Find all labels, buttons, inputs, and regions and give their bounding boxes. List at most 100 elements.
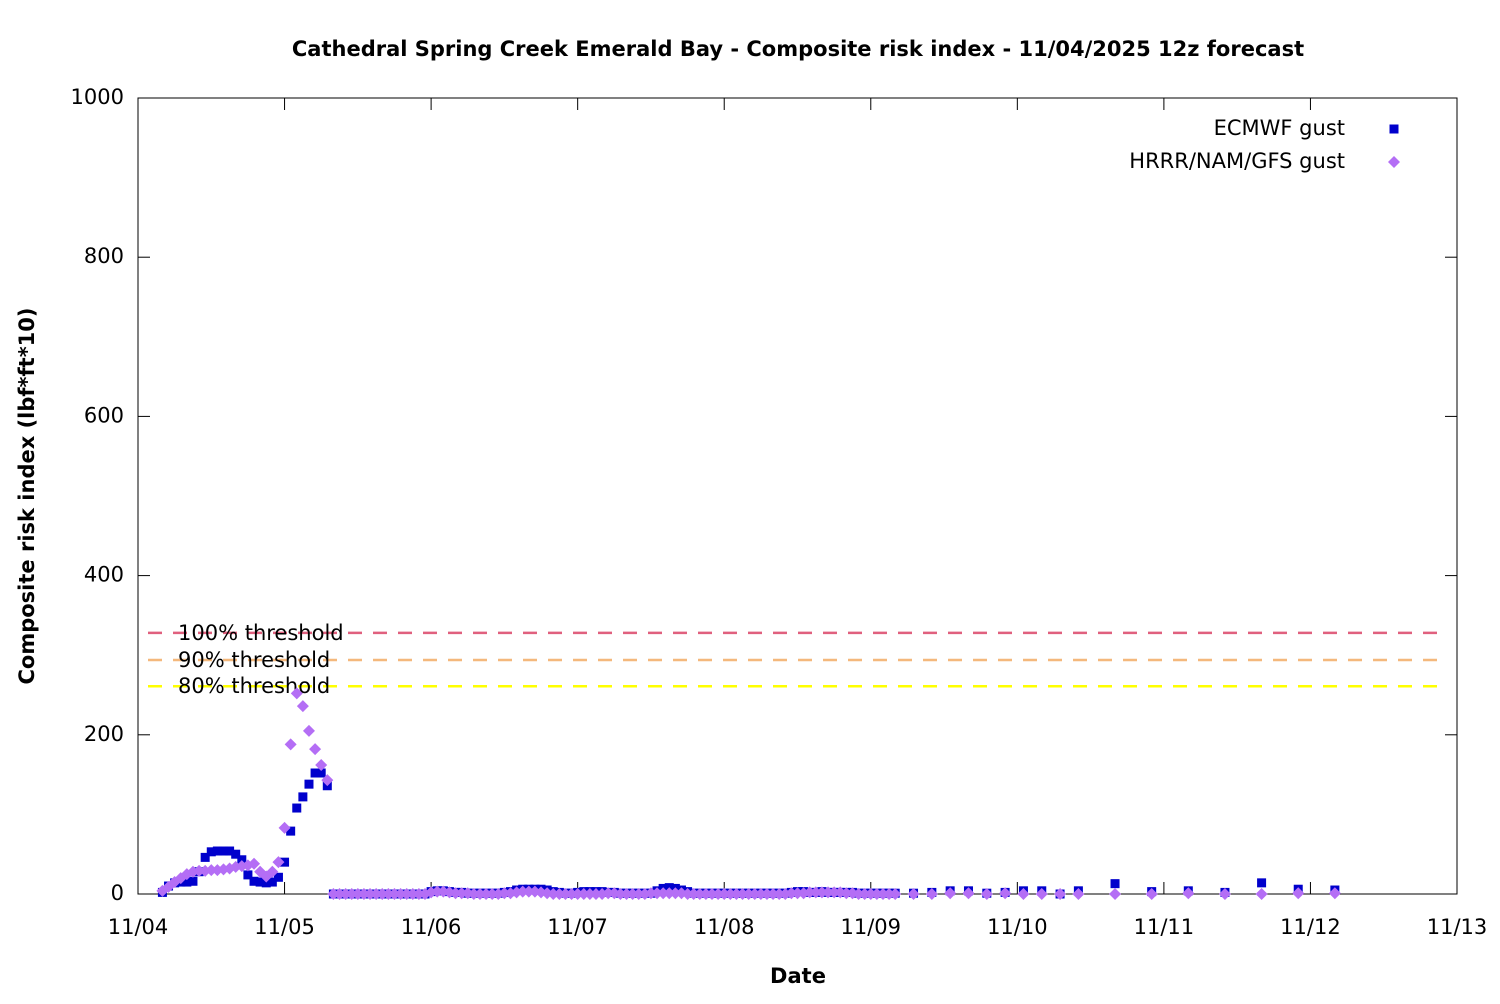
data-point xyxy=(553,888,566,900)
data-point xyxy=(669,887,682,900)
data-point xyxy=(516,885,529,898)
data-point xyxy=(212,846,222,856)
threshold-label: 90% threshold xyxy=(178,648,330,672)
data-point xyxy=(193,864,206,877)
data-point xyxy=(480,888,493,900)
data-point xyxy=(370,888,383,900)
data-point xyxy=(1110,879,1120,889)
data-point xyxy=(206,847,216,857)
data-point xyxy=(809,886,822,899)
data-point xyxy=(304,779,314,789)
x-tick-label: 11/05 xyxy=(254,915,315,939)
data-point xyxy=(577,888,590,900)
threshold-label: 100% threshold xyxy=(178,621,344,645)
data-point xyxy=(925,888,938,900)
data-point xyxy=(1257,878,1267,888)
y-tick-label: 200 xyxy=(84,722,124,746)
data-point xyxy=(1017,888,1030,900)
x-tick-label: 11/12 xyxy=(1280,915,1341,939)
chart-title: Cathedral Spring Creek Emerald Bay - Com… xyxy=(292,37,1304,61)
data-point xyxy=(883,888,896,900)
data-point xyxy=(364,888,377,900)
data-point xyxy=(730,888,743,900)
legend-label: ECMWF gust xyxy=(1214,116,1345,140)
data-point xyxy=(376,888,389,900)
data-point xyxy=(1035,888,1048,900)
data-point xyxy=(651,887,664,900)
data-point xyxy=(852,888,865,900)
data-point xyxy=(632,888,645,900)
data-point xyxy=(1145,888,1158,900)
data-point xyxy=(296,700,309,713)
data-point xyxy=(248,857,261,870)
data-point xyxy=(400,888,413,900)
data-point xyxy=(870,888,883,900)
data-point xyxy=(614,888,627,900)
data-point xyxy=(699,888,712,900)
data-point xyxy=(803,886,816,899)
data-point xyxy=(785,887,798,900)
data-point xyxy=(327,888,340,900)
data-point xyxy=(200,852,210,862)
x-tick-label: 11/08 xyxy=(694,915,755,939)
legend-marker xyxy=(1388,156,1400,168)
data-point xyxy=(1255,888,1268,900)
data-point xyxy=(1182,887,1195,900)
data-point xyxy=(309,743,322,756)
data-point xyxy=(255,877,265,887)
data-point xyxy=(815,886,828,899)
data-point xyxy=(473,888,486,900)
x-tick-label: 11/13 xyxy=(1427,915,1488,939)
data-point xyxy=(840,887,853,900)
data-point xyxy=(286,826,296,836)
data-point xyxy=(455,887,468,900)
data-point xyxy=(290,687,303,700)
data-point xyxy=(589,888,602,900)
y-tick-label: 400 xyxy=(84,563,124,587)
data-point xyxy=(736,888,749,900)
data-point xyxy=(626,888,639,900)
data-point xyxy=(498,887,511,900)
data-point xyxy=(321,774,334,787)
x-tick-label: 11/06 xyxy=(401,915,462,939)
data-point xyxy=(261,878,271,888)
data-point xyxy=(1218,888,1231,900)
data-point xyxy=(272,856,285,869)
data-point xyxy=(620,888,633,900)
data-point xyxy=(706,888,719,900)
data-point xyxy=(339,888,352,900)
data-point xyxy=(357,888,370,900)
data-point xyxy=(292,803,302,813)
data-point xyxy=(547,888,560,900)
data-point xyxy=(1054,888,1067,900)
x-axis-label: Date xyxy=(770,964,826,988)
data-point xyxy=(962,887,975,900)
data-point xyxy=(1109,888,1122,900)
y-axis-label: Composite risk index (lbf*ft*10) xyxy=(15,307,39,684)
data-point xyxy=(467,888,480,900)
y-tick-label: 800 xyxy=(84,244,124,268)
data-point xyxy=(944,887,957,900)
data-point xyxy=(273,872,283,882)
data-point xyxy=(773,888,786,900)
data-point xyxy=(864,888,877,900)
data-point xyxy=(602,887,615,900)
data-point xyxy=(571,888,584,900)
data-point xyxy=(267,877,277,887)
y-tick-label: 0 xyxy=(111,881,124,905)
data-point xyxy=(243,870,253,880)
data-point xyxy=(828,886,841,899)
x-tick-label: 11/11 xyxy=(1134,915,1195,939)
data-point xyxy=(249,876,259,886)
data-point xyxy=(278,821,291,834)
data-point xyxy=(907,888,920,900)
data-point xyxy=(412,888,425,900)
threshold-label: 80% threshold xyxy=(178,674,330,698)
legend-label: HRRR/NAM/GFS gust xyxy=(1129,149,1345,173)
data-point xyxy=(449,887,462,900)
x-tick-label: 11/07 xyxy=(547,915,608,939)
data-point xyxy=(280,857,290,867)
data-point xyxy=(486,888,499,900)
x-tick-label: 11/09 xyxy=(841,915,902,939)
